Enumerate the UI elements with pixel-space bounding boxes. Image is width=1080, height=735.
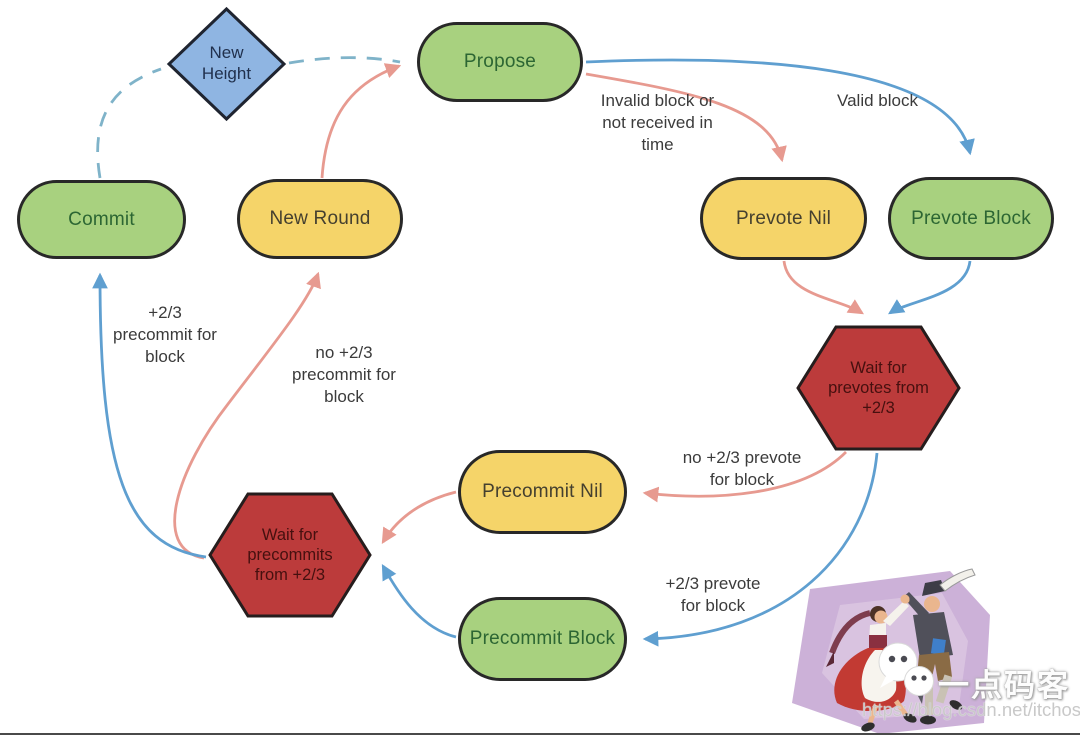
node-precommit-nil-label: Precommit Nil xyxy=(482,481,603,502)
edge-label-no-precommit-for-block: no +2/3 precommit for block xyxy=(292,343,396,407)
node-wait-precommits-label: Wait for precommits from +2/3 xyxy=(247,525,333,585)
node-precommit-nil: Precommit Nil xyxy=(458,450,627,534)
node-wait-prevotes-label: Wait for prevotes from +2/3 xyxy=(828,358,929,418)
node-prevote-block-label: Prevote Block xyxy=(911,207,1031,229)
node-propose: Propose xyxy=(417,22,583,102)
edge-propose-to-prevotenil xyxy=(585,72,787,163)
edge-newround-to-propose xyxy=(320,63,402,179)
edge-waitprecommits-to-commit xyxy=(92,272,207,559)
node-propose-label: Propose xyxy=(463,51,537,72)
edge-prevoteblock-to-waitprevotes xyxy=(888,260,972,315)
node-commit: Commit xyxy=(17,180,186,259)
node-prevote-nil: Prevote Nil xyxy=(700,177,867,260)
node-wait-prevotes: Wait for prevotes from +2/3 xyxy=(795,323,962,453)
edge-newheight-to-propose xyxy=(288,56,401,65)
bottom-border-line xyxy=(0,733,1080,735)
edge-commit-to-newheight xyxy=(96,67,162,179)
node-new-round-label: New Round xyxy=(269,208,371,229)
edge-waitprevotes-to-precommitnil xyxy=(642,451,847,503)
edge-label-precommit-for-block: +2/3 precommit for block xyxy=(113,303,217,367)
node-prevote-block: Prevote Block xyxy=(888,177,1054,260)
edge-label-no-prevote-for-block: no +2/3 prevote for block xyxy=(682,448,802,490)
watermark-brand: 一点码客 xyxy=(938,668,1070,703)
node-new-round: New Round xyxy=(237,179,403,259)
edge-label-invalid-block: Invalid block or not received in time xyxy=(600,91,715,155)
edge-label-prevote-for-block: +2/3 prevote for block xyxy=(665,574,761,616)
edge-prevotenil-to-waitprevotes xyxy=(782,260,864,315)
wechat-icon xyxy=(878,642,934,704)
node-precommit-block: Precommit Block xyxy=(458,597,627,681)
node-precommit-block-label: Precommit Block xyxy=(469,628,616,649)
edge-label-valid-block: Valid block xyxy=(837,91,918,110)
edge-waitprevotes-to-precommitblock xyxy=(642,452,879,647)
edge-precommitblock-to-waitprecommits xyxy=(381,563,457,639)
watermark-url: https://blog.csdn.net/itchosen xyxy=(862,699,1080,720)
node-new-height: New Height xyxy=(166,6,287,122)
node-wait-precommits: Wait for precommits from +2/3 xyxy=(207,490,373,620)
edge-waitprecommits-to-newround xyxy=(173,271,321,560)
edge-propose-to-prevoteblock xyxy=(585,58,975,156)
node-prevote-nil-label: Prevote Nil xyxy=(735,207,832,229)
node-commit-label: Commit xyxy=(68,208,135,230)
edge-precommitnil-to-waitprecommits xyxy=(381,490,457,545)
node-new-height-label: New Height xyxy=(201,43,252,83)
